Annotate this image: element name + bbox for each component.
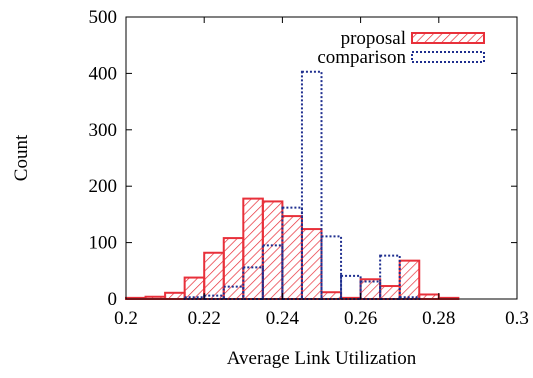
y-axis-label: Count xyxy=(11,134,32,181)
proposal-bar-7 xyxy=(261,200,284,300)
x-tick-label-1: 0.22 xyxy=(188,308,221,329)
x-tick-label-3: 0.26 xyxy=(344,308,377,329)
x-tick-label-0: 0.2 xyxy=(114,308,138,329)
y-tick-label-0: 0 xyxy=(108,289,118,310)
comparison-bar-9 xyxy=(359,280,382,300)
x-tick-label-4: 0.28 xyxy=(422,308,455,329)
ticks-layer: 0.2 0.22 0.24 0.26 0.28 0.3 0 100 200 300 400 500 xyxy=(89,7,529,329)
proposal-bar-10 xyxy=(320,291,343,300)
x-tick-label-2: 0.24 xyxy=(266,308,300,329)
x-tick-label-5: 0.3 xyxy=(505,308,529,329)
comparison-bar-7 xyxy=(320,235,343,300)
y-tick-label-5: 500 xyxy=(89,7,118,28)
proposal-bar-6 xyxy=(242,197,264,300)
y-tick-label-3: 300 xyxy=(89,120,118,141)
comparison-bar-11 xyxy=(398,296,421,301)
proposal-bar-2 xyxy=(164,291,186,300)
plot-frame xyxy=(125,16,518,300)
legend-swatch-comparison xyxy=(411,51,485,63)
legend-label-proposal: proposal xyxy=(341,28,406,49)
proposal-bar-5 xyxy=(222,237,245,300)
comparison-bar-4 xyxy=(261,244,284,300)
proposal-bar-4 xyxy=(203,251,225,300)
comparison-bar-8 xyxy=(340,274,362,301)
y-tick-label-2: 200 xyxy=(89,176,118,197)
proposal-bar-14 xyxy=(398,259,421,301)
y-tick-label-1: 100 xyxy=(89,233,118,254)
proposal-bar-15 xyxy=(418,293,440,301)
y-tick-label-4: 400 xyxy=(89,63,118,84)
proposal-bar-8 xyxy=(281,215,303,300)
x-axis-label: Average Link Utilization xyxy=(227,348,417,369)
legend-swatch-proposal xyxy=(411,32,485,44)
proposal-bar-3 xyxy=(183,276,206,300)
bars-layer xyxy=(125,70,460,301)
proposal-bar-9 xyxy=(300,228,323,300)
legend-label-comparison: comparison xyxy=(317,47,406,68)
legend: proposal comparison xyxy=(317,28,485,68)
proposal-bar-13 xyxy=(379,285,401,301)
